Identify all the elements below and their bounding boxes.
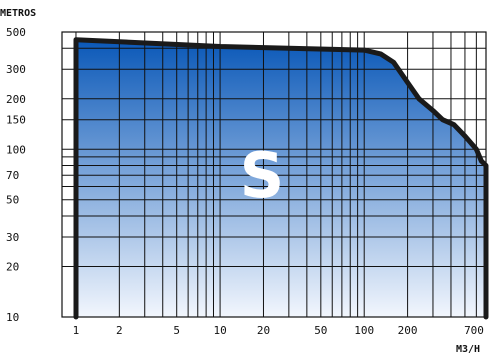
y-tick-label: 500 <box>6 26 26 39</box>
x-tick-label: 100 <box>354 324 374 337</box>
region-label-s: S <box>240 139 285 212</box>
y-tick-label: 100 <box>6 143 26 156</box>
x-tick-label: 50 <box>314 324 327 337</box>
y-tick-label: 10 <box>6 311 19 324</box>
grid-layer <box>61 31 487 318</box>
x-axis-label: M3/H <box>456 344 480 355</box>
x-tick-label: 700 <box>464 324 484 337</box>
x-tick-label: 2 <box>116 324 123 337</box>
label-layer: 500 300 200 150 100 70 50 30 20 10 1 2 5 10 20 50 100 200… <box>6 26 484 337</box>
x-tick-label: 1 <box>73 324 80 337</box>
y-tick-label: 200 <box>6 93 26 106</box>
x-tick-label: 20 <box>257 324 270 337</box>
y-axis-label: METROS <box>0 8 36 19</box>
y-tick-label: 20 <box>6 261 19 274</box>
x-tick-label: 10 <box>213 324 226 337</box>
x-tick-label: 200 <box>398 324 418 337</box>
x-tick-label: 5 <box>173 324 180 337</box>
y-tick-label: 50 <box>6 194 19 207</box>
y-tick-label: 300 <box>6 63 26 76</box>
performance-envelope-line <box>73 37 489 320</box>
performance-area <box>76 39 486 317</box>
y-tick-label: 70 <box>6 169 19 182</box>
y-tick-label: 30 <box>6 231 19 244</box>
y-tick-label: 150 <box>6 114 26 127</box>
outline-layer <box>73 37 489 320</box>
performance-area-layer <box>76 39 486 317</box>
